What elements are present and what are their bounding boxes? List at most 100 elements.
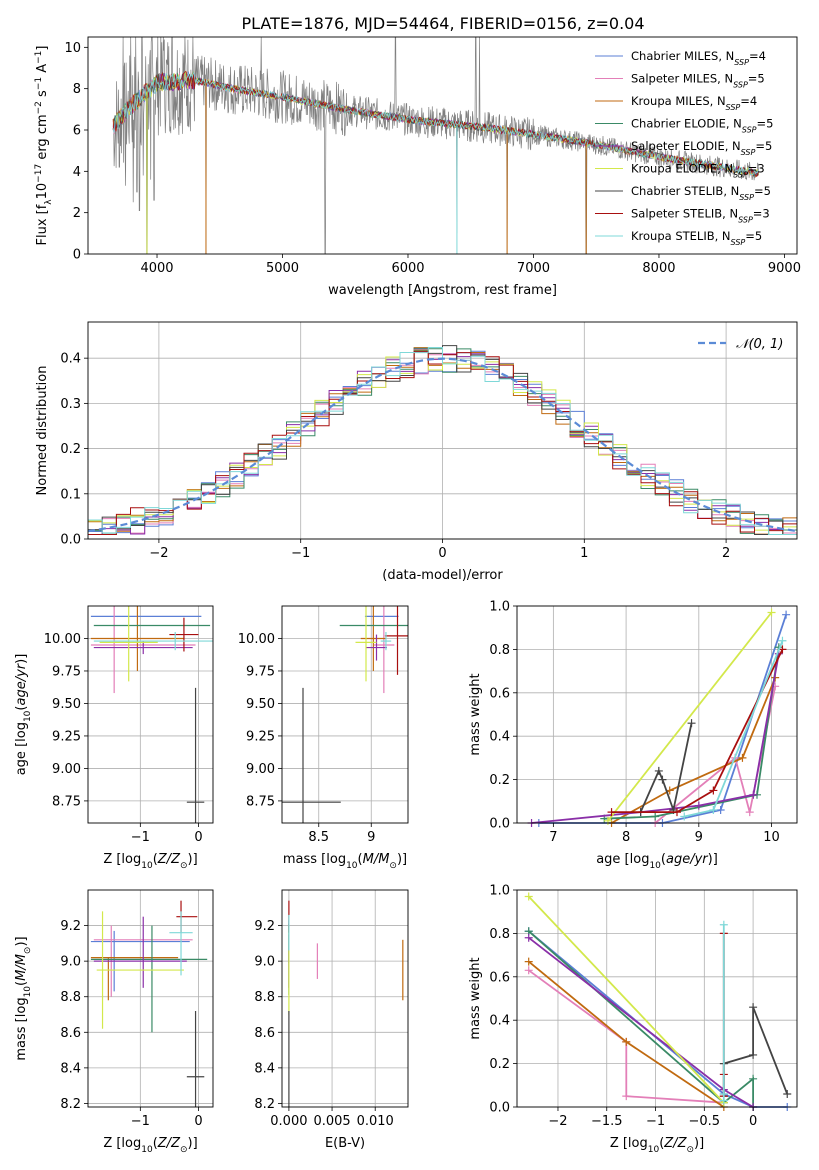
errorbar-salpeter_stelib <box>384 606 408 675</box>
x-tick-label: 0 <box>749 1114 757 1129</box>
series-marker-kroupa_elodie <box>524 892 533 901</box>
y-tick-label: 9.00 <box>246 762 275 777</box>
y-tick-label: 9.75 <box>52 664 81 679</box>
x-tick-label: 8000 <box>642 261 675 276</box>
series-marker-salpeter_stelib <box>673 808 681 817</box>
figure-title: PLATE=1876, MJD=54464, FIBERID=0156, z=0… <box>241 14 644 33</box>
y-tick-label: 0.3 <box>60 397 81 412</box>
axes-frame <box>281 889 409 1108</box>
y-tick-label: 0.4 <box>489 730 510 745</box>
series-marker-chabrier_stelib <box>658 775 667 784</box>
y-axis-label: Normed distribution <box>35 366 50 496</box>
x-tick-label: 0.010 <box>357 1114 394 1129</box>
y-tick-label: 6 <box>73 124 81 139</box>
series-line-chabrier_elodie <box>528 930 754 1107</box>
errorbar-kroupa_stelib <box>380 631 392 651</box>
series-marker-kroupa_stelib <box>719 1089 728 1098</box>
y-tick-label: 0.6 <box>489 686 510 701</box>
series-marker-chabrier_stelib <box>654 766 663 775</box>
legend-label-kroupa_elodie: Kroupa ELODIE, NSSP=3 <box>631 162 765 180</box>
legend-label-salpeter_miles: Salpeter MILES, NSSP=5 <box>631 72 765 90</box>
y-tick-label: 2 <box>73 206 81 221</box>
y-axis-label: mass [log10(M/M⊙)] <box>14 936 33 1060</box>
series-marker-salpeter_miles <box>622 1092 631 1101</box>
x-axis-label: E(B-V) <box>325 1136 365 1151</box>
errorbar-kroupa_elodie <box>99 606 158 682</box>
mass-vs-ebv-panel: 0.000 0.005 0.010 8.2 8.4 8.6 8.8 9.0 9.2 E(B-V) <box>254 889 409 1151</box>
x-tick-label: 9 <box>695 830 703 845</box>
x-tick-label: −0.5 <box>689 1114 721 1129</box>
series-marker-chabrier_stelib <box>783 1089 792 1098</box>
y-tick-label: 8.6 <box>254 1026 275 1041</box>
y-tick-label: 0.8 <box>489 643 510 658</box>
y-tick-label: 9.2 <box>254 919 275 934</box>
legend: Chabrier MILES, NSSP=4 Salpeter MILES, NS… <box>595 49 773 247</box>
error-bars <box>90 606 213 823</box>
error-bars <box>282 606 408 823</box>
x-tick-label: 9000 <box>768 261 801 276</box>
series-marker-kroupa_stelib <box>778 636 787 645</box>
massweight-vs-metallicity-panel: −2 −1.5 −1 −0.5 0 0.0 0.2 0.4 0.6 0.8 1.0 Z [log10(… <box>468 884 798 1155</box>
x-axis-label: mass [log10(M/M⊙)] <box>283 852 407 871</box>
legend-label-chabrier_miles: Chabrier MILES, NSSP=4 <box>631 49 766 67</box>
axes-frame <box>516 605 798 824</box>
x-tick-label: 8 <box>622 830 630 845</box>
x-tick-label: 10 <box>763 830 780 845</box>
series-marker-chabrier_miles <box>716 805 725 814</box>
legend-label-salpeter_stelib: Salpeter STELIB, NSSP=3 <box>631 207 770 225</box>
x-axis-label: Z [log10(Z/Z⊙)] <box>103 1136 197 1155</box>
residuals-histogram-panel: −2 −1 0 1 2 0.0 0.1 0.2 0.3 0.4 (data-model)/error… <box>35 321 798 583</box>
x-tick-label: −1 <box>131 830 150 845</box>
x-tick-label: 1 <box>580 546 588 561</box>
x-tick-label: 6000 <box>391 261 424 276</box>
series-marker-chabrier_elodie <box>749 1074 758 1083</box>
series-marker-salpeter_miles <box>745 808 754 817</box>
x-axis-label: (data-model)/error <box>382 568 503 583</box>
legend-label-normal: 𝒩(0, 1) <box>736 337 783 352</box>
series-marker-salpeter_miles <box>524 966 533 975</box>
x-tick-label: 5000 <box>266 261 299 276</box>
y-tick-label: 0.8 <box>489 927 510 942</box>
x-tick-label: 0 <box>194 830 202 845</box>
errorbar-chabrier_stelib <box>186 687 205 823</box>
y-tick-label: 9.25 <box>52 729 81 744</box>
legend-label-chabrier_elodie: Chabrier ELODIE, NSSP=5 <box>631 117 773 135</box>
y-tick-label: 8.2 <box>254 1097 275 1112</box>
series-marker-chabrier_stelib <box>749 1003 758 1012</box>
series-lines <box>524 892 792 1111</box>
series-marker-kroupa_miles <box>622 1037 631 1046</box>
x-tick-label: 7 <box>549 830 557 845</box>
y-tick-label: 9.0 <box>254 955 275 970</box>
series-marker-salpeter_elodie <box>694 801 703 810</box>
grid <box>517 889 797 1108</box>
series-marker-kroupa_stelib <box>680 812 689 821</box>
series-line-kroupa_elodie <box>607 611 773 822</box>
x-tick-label: 2 <box>722 546 730 561</box>
series-marker-kroupa_elodie <box>767 608 776 617</box>
y-tick-label: 0.1 <box>60 487 81 502</box>
y-tick-label: 0.2 <box>489 1057 510 1072</box>
series-marker-salpeter_elodie <box>749 790 758 799</box>
y-tick-label: 9.0 <box>60 955 81 970</box>
error-bars <box>288 900 404 1107</box>
series-marker-kroupa_miles <box>524 957 533 966</box>
age-vs-mass-panel: 8.5 9 8.75 9.00 9.25 9.50 9.75 10.00 mass [log10… <box>238 605 409 871</box>
y-tick-label: 10 <box>64 41 81 56</box>
series-marker-kroupa_miles <box>738 753 747 762</box>
y-tick-label: 1.0 <box>489 884 510 899</box>
x-tick-label: 4000 <box>140 261 173 276</box>
series-marker-chabrier_miles <box>782 610 791 619</box>
series-line-kroupa_miles <box>611 677 777 824</box>
x-tick-label: 8.5 <box>308 830 329 845</box>
y-tick-label: 8.6 <box>60 1026 81 1041</box>
series-line-chabrier_elodie <box>604 647 780 820</box>
y-tick-label: 0.4 <box>489 1014 510 1029</box>
age-vs-metallicity-panel: −1 0 8.75 9.00 9.25 9.50 9.75 10.00 Z [log10(Z/Z… <box>14 605 214 871</box>
x-tick-label: −1 <box>291 546 310 561</box>
errorbar-kroupa_miles <box>360 606 386 671</box>
series-marker-salpeter_stelib <box>607 808 616 817</box>
y-tick-label: 8.4 <box>254 1061 275 1076</box>
errorbar-kroupa_elodie <box>355 606 377 682</box>
y-tick-label: 0.2 <box>489 773 510 788</box>
spectrum-panel: 4000 5000 6000 7000 8000 9000 0 2 4 6 8 10 wavelengt… <box>34 36 801 298</box>
